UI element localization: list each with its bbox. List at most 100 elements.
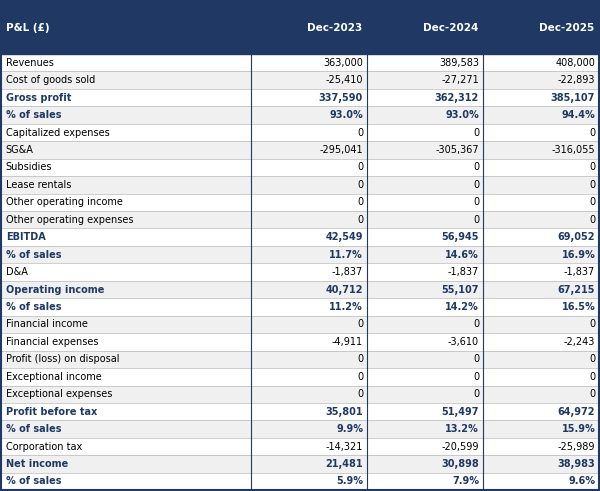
Text: 0: 0 — [357, 320, 363, 329]
Bar — [1, 176, 599, 193]
Text: 56,945: 56,945 — [442, 232, 479, 242]
Text: 0: 0 — [589, 180, 595, 190]
Text: 0: 0 — [589, 355, 595, 364]
Text: 0: 0 — [357, 355, 363, 364]
Text: 15.9%: 15.9% — [562, 424, 595, 434]
Text: Cost of goods sold: Cost of goods sold — [6, 75, 95, 85]
Text: 38,983: 38,983 — [557, 459, 595, 469]
Text: 5.9%: 5.9% — [336, 476, 363, 487]
Text: 9.6%: 9.6% — [568, 476, 595, 487]
Text: -1,837: -1,837 — [564, 267, 595, 277]
Text: -22,893: -22,893 — [558, 75, 595, 85]
Text: 40,712: 40,712 — [326, 285, 363, 295]
Text: -25,989: -25,989 — [558, 441, 595, 452]
Text: % of sales: % of sales — [6, 424, 61, 434]
Text: 69,052: 69,052 — [558, 232, 595, 242]
Bar — [1, 420, 599, 438]
Text: 385,107: 385,107 — [551, 93, 595, 103]
Text: 0: 0 — [357, 180, 363, 190]
Text: 0: 0 — [473, 389, 479, 399]
Bar — [1, 72, 599, 89]
Bar — [1, 438, 599, 455]
Text: -4,911: -4,911 — [332, 337, 363, 347]
Text: 14.2%: 14.2% — [445, 302, 479, 312]
Text: Exceptional income: Exceptional income — [6, 372, 101, 382]
Text: -316,055: -316,055 — [551, 145, 595, 155]
Text: 362,312: 362,312 — [435, 93, 479, 103]
Bar — [1, 159, 599, 176]
Text: 13.2%: 13.2% — [445, 424, 479, 434]
Bar — [1, 473, 599, 490]
Text: Other operating income: Other operating income — [6, 197, 122, 207]
Text: 0: 0 — [473, 320, 479, 329]
Text: 0: 0 — [589, 163, 595, 172]
Text: 35,801: 35,801 — [325, 407, 363, 417]
Bar — [1, 385, 599, 403]
Text: -25,410: -25,410 — [326, 75, 363, 85]
Bar — [1, 141, 599, 159]
Text: 0: 0 — [473, 355, 479, 364]
Text: 51,497: 51,497 — [442, 407, 479, 417]
Text: Financial expenses: Financial expenses — [6, 337, 98, 347]
Bar — [1, 351, 599, 368]
Text: 93.0%: 93.0% — [329, 110, 363, 120]
Text: 64,972: 64,972 — [558, 407, 595, 417]
Text: Profit (loss) on disposal: Profit (loss) on disposal — [6, 355, 119, 364]
Text: 0: 0 — [589, 389, 595, 399]
Text: 0: 0 — [473, 180, 479, 190]
Text: 7.9%: 7.9% — [452, 476, 479, 487]
Text: Dec-2024: Dec-2024 — [423, 23, 478, 32]
Text: % of sales: % of sales — [6, 249, 61, 260]
Text: 16.9%: 16.9% — [562, 249, 595, 260]
Text: 0: 0 — [473, 215, 479, 225]
Bar — [1, 89, 599, 107]
Text: P&L (£): P&L (£) — [6, 23, 49, 32]
Text: 0: 0 — [357, 389, 363, 399]
Text: Revenues: Revenues — [6, 58, 53, 68]
Bar — [1, 281, 599, 298]
Bar — [1, 193, 599, 211]
Text: 337,590: 337,590 — [319, 93, 363, 103]
Text: 11.2%: 11.2% — [329, 302, 363, 312]
Bar — [1, 54, 599, 72]
Text: 0: 0 — [473, 163, 479, 172]
Text: 55,107: 55,107 — [442, 285, 479, 295]
Text: 0: 0 — [589, 128, 595, 137]
Text: 0: 0 — [357, 128, 363, 137]
Text: 0: 0 — [357, 215, 363, 225]
Text: -27,271: -27,271 — [442, 75, 479, 85]
Bar — [1, 455, 599, 473]
Text: Profit before tax: Profit before tax — [6, 407, 97, 417]
Bar — [1, 333, 599, 351]
Text: 0: 0 — [473, 197, 479, 207]
Text: 11.7%: 11.7% — [329, 249, 363, 260]
Text: 14.6%: 14.6% — [445, 249, 479, 260]
Text: % of sales: % of sales — [6, 110, 61, 120]
Text: 0: 0 — [589, 197, 595, 207]
Text: 21,481: 21,481 — [325, 459, 363, 469]
Text: 0: 0 — [473, 128, 479, 137]
Text: 30,898: 30,898 — [442, 459, 479, 469]
Bar — [1, 298, 599, 316]
Text: 0: 0 — [589, 215, 595, 225]
Text: 94.4%: 94.4% — [562, 110, 595, 120]
Text: EBITDA: EBITDA — [6, 232, 46, 242]
Text: Gross profit: Gross profit — [6, 93, 71, 103]
Bar — [1, 228, 599, 246]
Text: 0: 0 — [357, 197, 363, 207]
Text: -3,610: -3,610 — [448, 337, 479, 347]
Text: -14,321: -14,321 — [326, 441, 363, 452]
Text: Net income: Net income — [6, 459, 68, 469]
Text: Capitalized expenses: Capitalized expenses — [6, 128, 110, 137]
Text: 363,000: 363,000 — [323, 58, 363, 68]
Text: Dec-2025: Dec-2025 — [539, 23, 594, 32]
Text: 16.5%: 16.5% — [562, 302, 595, 312]
Bar — [1, 124, 599, 141]
Bar — [1, 211, 599, 228]
Text: Dec-2023: Dec-2023 — [307, 23, 362, 32]
Text: % of sales: % of sales — [6, 476, 61, 487]
Text: -1,837: -1,837 — [332, 267, 363, 277]
Text: -295,041: -295,041 — [319, 145, 363, 155]
Bar — [1, 1, 599, 54]
Text: 42,549: 42,549 — [326, 232, 363, 242]
